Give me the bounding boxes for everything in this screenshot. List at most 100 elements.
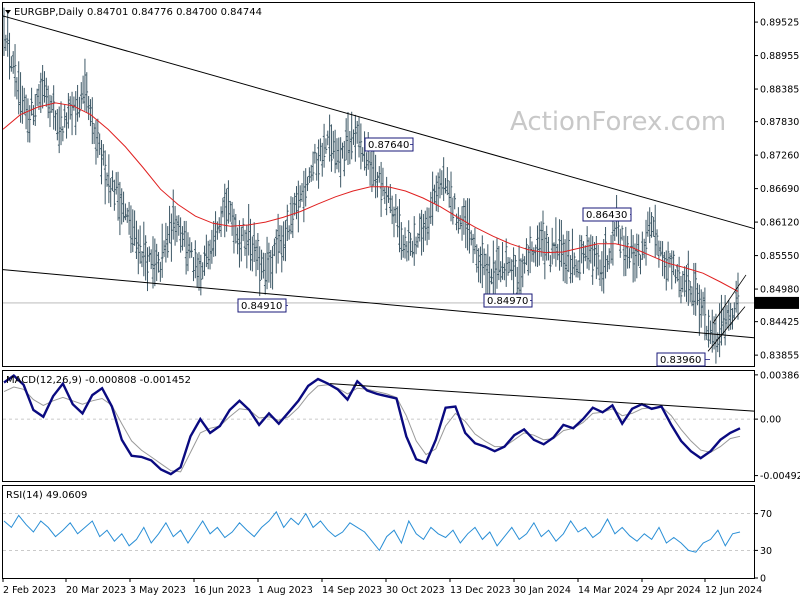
price-bar — [164, 222, 168, 263]
dropdown-arrow-icon[interactable] — [5, 10, 11, 14]
macd-trendline — [329, 383, 755, 412]
price-bar — [114, 172, 118, 195]
price-bar — [26, 98, 30, 143]
price-bar — [142, 221, 146, 277]
price-bar — [46, 85, 50, 119]
price-bar — [111, 170, 114, 192]
price-bar — [135, 220, 138, 260]
moving-average — [2, 102, 739, 292]
price-bar — [365, 152, 368, 176]
price-bar — [661, 241, 664, 277]
price-bar — [587, 237, 591, 271]
price-bar — [595, 235, 598, 280]
price-bar — [54, 110, 57, 131]
price-bar — [238, 220, 241, 268]
price-bar — [116, 171, 120, 221]
price-bar — [618, 228, 622, 258]
price-bar — [630, 229, 633, 259]
price-bar — [721, 307, 725, 335]
price-bar — [379, 161, 383, 217]
price-bar — [729, 302, 732, 330]
last-price-label: 0.84744 — [759, 298, 798, 309]
price-bar — [223, 183, 227, 238]
price-bar — [122, 191, 125, 223]
price-bar — [633, 243, 637, 282]
price-tick-label: 0.84980 — [760, 285, 799, 296]
price-bar — [48, 94, 52, 128]
price-bar — [256, 233, 260, 271]
price-bar — [113, 179, 116, 211]
price-bar — [416, 232, 420, 248]
price-bar — [674, 269, 677, 284]
price-bar — [269, 249, 273, 289]
price-bar — [333, 129, 337, 174]
price-bar — [96, 118, 100, 158]
price-bar — [492, 240, 495, 294]
price-bar — [304, 168, 307, 207]
price-bar — [663, 251, 666, 279]
x-axis: 2 Feb 2023 20 Mar 2023 3 May 2023 16 Jun 20… — [2, 578, 762, 596]
price-bar — [560, 220, 563, 267]
price-bar — [6, 10, 9, 57]
price-bar — [435, 175, 438, 212]
price-bar — [392, 206, 396, 238]
price-bar — [709, 320, 712, 344]
price-bar — [361, 147, 365, 162]
price-bar — [322, 123, 326, 168]
price-level-labels: 0.87640 0.86430 0.84910 0.84970 0.83960 — [237, 137, 710, 367]
price-bar — [241, 218, 245, 242]
x-tick-label: 2 Feb 2023 — [3, 585, 56, 596]
price-bar — [92, 123, 96, 145]
price-bar — [687, 250, 690, 306]
price-bar — [291, 197, 295, 239]
price-bar — [409, 232, 412, 256]
price-label-0.84970: 0.84970 — [483, 293, 533, 308]
price-bar — [102, 144, 105, 166]
price-bar — [273, 238, 276, 257]
price-bar — [186, 232, 190, 272]
macd-lines — [3, 374, 741, 476]
price-bar — [168, 205, 171, 244]
price-bar — [666, 241, 670, 282]
price-bar — [197, 252, 201, 291]
price-bar — [466, 198, 469, 251]
price-bar — [43, 71, 46, 103]
price-bar — [644, 219, 648, 266]
price-bar — [374, 154, 377, 199]
x-tick-label: 14 Sep 2023 — [322, 585, 382, 596]
price-bar — [473, 227, 477, 255]
rsi-panel — [2, 485, 755, 579]
price-bar — [249, 218, 252, 271]
price-bar — [497, 245, 501, 281]
price-bar — [685, 265, 688, 302]
price-bar — [377, 166, 381, 183]
price-bar — [539, 221, 543, 257]
price-bar — [646, 211, 650, 237]
price-bar — [692, 262, 696, 315]
price-bar — [344, 118, 348, 161]
price-bar — [346, 111, 350, 166]
price-bar — [282, 221, 285, 261]
price-bar — [212, 221, 216, 257]
price-bar — [407, 220, 411, 261]
price-bar — [149, 249, 153, 270]
rsi-title: RSI(14) 49.0609 — [6, 490, 87, 501]
price-bar — [285, 204, 289, 242]
price-bar — [425, 207, 429, 246]
price-label-text: 0.86430 — [586, 210, 627, 221]
price-bar — [655, 229, 659, 256]
channel-line-upper — [712, 274, 747, 324]
price-bar — [390, 195, 394, 225]
price-bar — [91, 97, 94, 145]
price-bar — [584, 245, 587, 262]
price-bar — [499, 261, 502, 283]
rsi-tick-label: 70 — [760, 509, 772, 520]
price-bar — [471, 233, 475, 264]
price-bar — [254, 239, 258, 277]
price-bar — [538, 222, 541, 266]
price-bar — [315, 152, 319, 181]
lower-trendline — [2, 269, 755, 339]
price-bar — [447, 180, 451, 208]
price-bar — [657, 240, 661, 268]
price-bar — [523, 256, 526, 274]
